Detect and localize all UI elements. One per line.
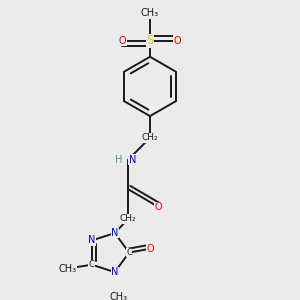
Text: O: O — [174, 36, 182, 46]
Text: N: N — [128, 154, 136, 165]
Text: N: N — [88, 236, 95, 245]
Text: O: O — [118, 36, 126, 46]
Text: C: C — [126, 248, 132, 257]
Text: CH₂: CH₂ — [142, 134, 158, 142]
Text: N: N — [111, 228, 118, 238]
Text: CH₂: CH₂ — [120, 214, 136, 224]
Text: N: N — [111, 267, 118, 277]
Text: C: C — [89, 260, 95, 269]
Text: CH₃: CH₃ — [110, 292, 128, 300]
Text: CH₃: CH₃ — [141, 8, 159, 18]
Text: H: H — [115, 154, 122, 165]
Text: CH₃: CH₃ — [58, 264, 76, 274]
Text: O: O — [147, 244, 154, 254]
Text: O: O — [155, 202, 163, 212]
Text: S: S — [146, 34, 154, 47]
